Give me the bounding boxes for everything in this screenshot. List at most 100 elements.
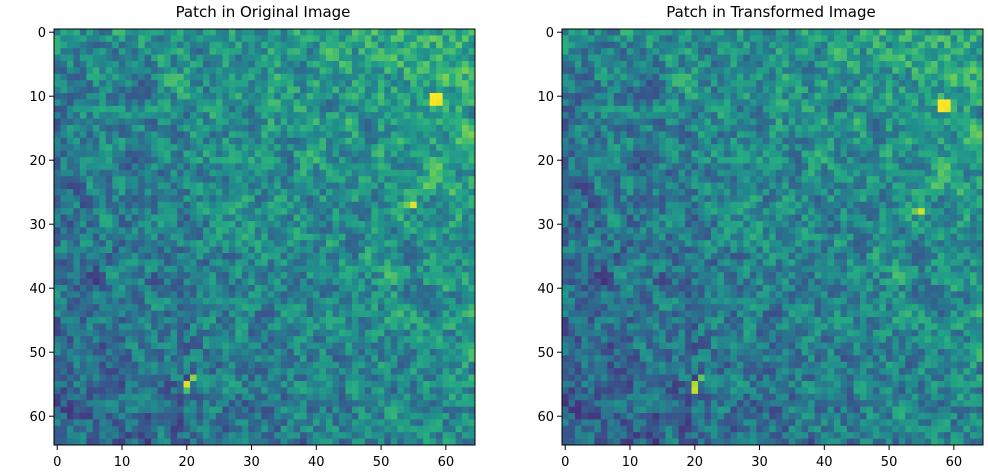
heatmap-cell xyxy=(118,304,126,311)
heatmap-cell xyxy=(228,208,236,215)
heatmap-cell xyxy=(931,93,939,100)
heatmap-cell xyxy=(235,80,243,87)
heatmap-cell xyxy=(685,73,692,81)
heatmap-cell xyxy=(306,214,314,222)
heatmap-cell xyxy=(267,201,275,209)
heatmap-cell xyxy=(377,368,385,375)
heatmap-cell xyxy=(86,163,94,171)
heatmap-cell xyxy=(254,246,262,254)
heatmap-cell xyxy=(730,41,738,49)
heatmap-cell xyxy=(54,361,61,369)
heatmap-cell xyxy=(338,208,346,215)
heatmap-cell xyxy=(423,176,431,183)
heatmap-cell xyxy=(749,73,757,81)
heatmap-cell xyxy=(313,41,320,49)
heatmap-cell xyxy=(462,323,469,331)
heatmap-cell xyxy=(60,227,68,235)
heatmap-cell xyxy=(54,208,61,215)
heatmap-cell xyxy=(235,201,243,209)
heatmap-cell xyxy=(105,272,113,279)
heatmap-cell xyxy=(351,336,359,343)
heatmap-cell xyxy=(86,189,94,196)
heatmap-cell xyxy=(73,233,81,241)
heatmap-cell xyxy=(105,29,113,36)
heatmap-cell xyxy=(944,93,951,100)
heatmap-cell xyxy=(196,355,204,363)
heatmap-cell xyxy=(410,381,418,388)
heatmap-cell xyxy=(66,438,74,446)
heatmap-cell xyxy=(429,361,437,369)
heatmap-cell xyxy=(241,425,249,433)
heatmap-cell xyxy=(455,221,463,228)
heatmap-cell xyxy=(99,317,107,324)
heatmap-cell xyxy=(125,342,133,350)
heatmap-cell xyxy=(319,221,327,228)
heatmap-cell xyxy=(319,329,327,337)
heatmap-cell xyxy=(125,105,133,113)
heatmap-cell xyxy=(131,393,139,401)
heatmap-cell xyxy=(183,323,191,331)
heatmap-cell xyxy=(390,144,398,151)
heatmap-cell xyxy=(345,214,353,222)
heatmap-cell xyxy=(698,73,705,81)
heatmap-cell xyxy=(228,393,236,401)
heatmap-cell xyxy=(138,310,146,318)
heatmap-cell xyxy=(92,278,100,286)
heatmap-cell xyxy=(235,349,243,356)
heatmap-cell xyxy=(209,93,217,100)
y-tick-label: 10 xyxy=(29,90,46,105)
heatmap-cell xyxy=(821,54,828,62)
heatmap-cell xyxy=(157,317,165,324)
heatmap-cell xyxy=(280,297,288,305)
heatmap-cell xyxy=(358,272,366,279)
heatmap-cell xyxy=(672,54,679,62)
heatmap-cell xyxy=(144,438,152,446)
heatmap-cell xyxy=(685,29,692,36)
heatmap-cell xyxy=(164,291,171,299)
heatmap-cell xyxy=(60,349,68,356)
heatmap-cell xyxy=(332,80,340,87)
heatmap-cell xyxy=(287,240,294,247)
heatmap-cell xyxy=(287,368,294,375)
heatmap-cell xyxy=(54,413,61,420)
heatmap-cell xyxy=(60,176,68,183)
heatmap-cell xyxy=(138,265,146,273)
heatmap-cell xyxy=(345,361,353,369)
heatmap-cell xyxy=(332,73,340,81)
heatmap-cell xyxy=(190,99,197,107)
heatmap-cell xyxy=(403,182,411,190)
heatmap-cell xyxy=(924,41,932,49)
heatmap-cell xyxy=(73,221,81,228)
heatmap-cell xyxy=(267,246,275,254)
heatmap-cell xyxy=(267,86,275,94)
heatmap-cell xyxy=(358,259,366,267)
heatmap-cell xyxy=(138,285,146,292)
heatmap-cell xyxy=(215,163,223,171)
heatmap-cell xyxy=(112,221,120,228)
heatmap-cell xyxy=(859,73,867,81)
heatmap-cell xyxy=(410,61,418,68)
heatmap-cell xyxy=(267,400,275,407)
heatmap-cell xyxy=(177,195,184,203)
heatmap-cell xyxy=(196,240,204,247)
heatmap-cell xyxy=(410,105,418,113)
heatmap-cell xyxy=(332,425,340,433)
heatmap-cell xyxy=(280,169,288,177)
heatmap-cell xyxy=(957,61,964,68)
heatmap-cell xyxy=(118,329,126,337)
heatmap-cell xyxy=(202,406,210,414)
heatmap-cell xyxy=(898,86,906,94)
heatmap-cell xyxy=(66,182,74,190)
heatmap-cell xyxy=(54,406,61,414)
heatmap-cell xyxy=(665,67,673,75)
heatmap-cell xyxy=(293,99,301,107)
heatmap-cell xyxy=(202,240,210,247)
heatmap-cell xyxy=(423,118,431,126)
heatmap-cell xyxy=(254,73,262,81)
heatmap-cell xyxy=(209,317,217,324)
heatmap-cell xyxy=(384,233,392,241)
heatmap-cell xyxy=(436,157,443,164)
heatmap-cell xyxy=(306,105,314,113)
heatmap-cell xyxy=(170,221,178,228)
heatmap-cell xyxy=(151,73,158,81)
